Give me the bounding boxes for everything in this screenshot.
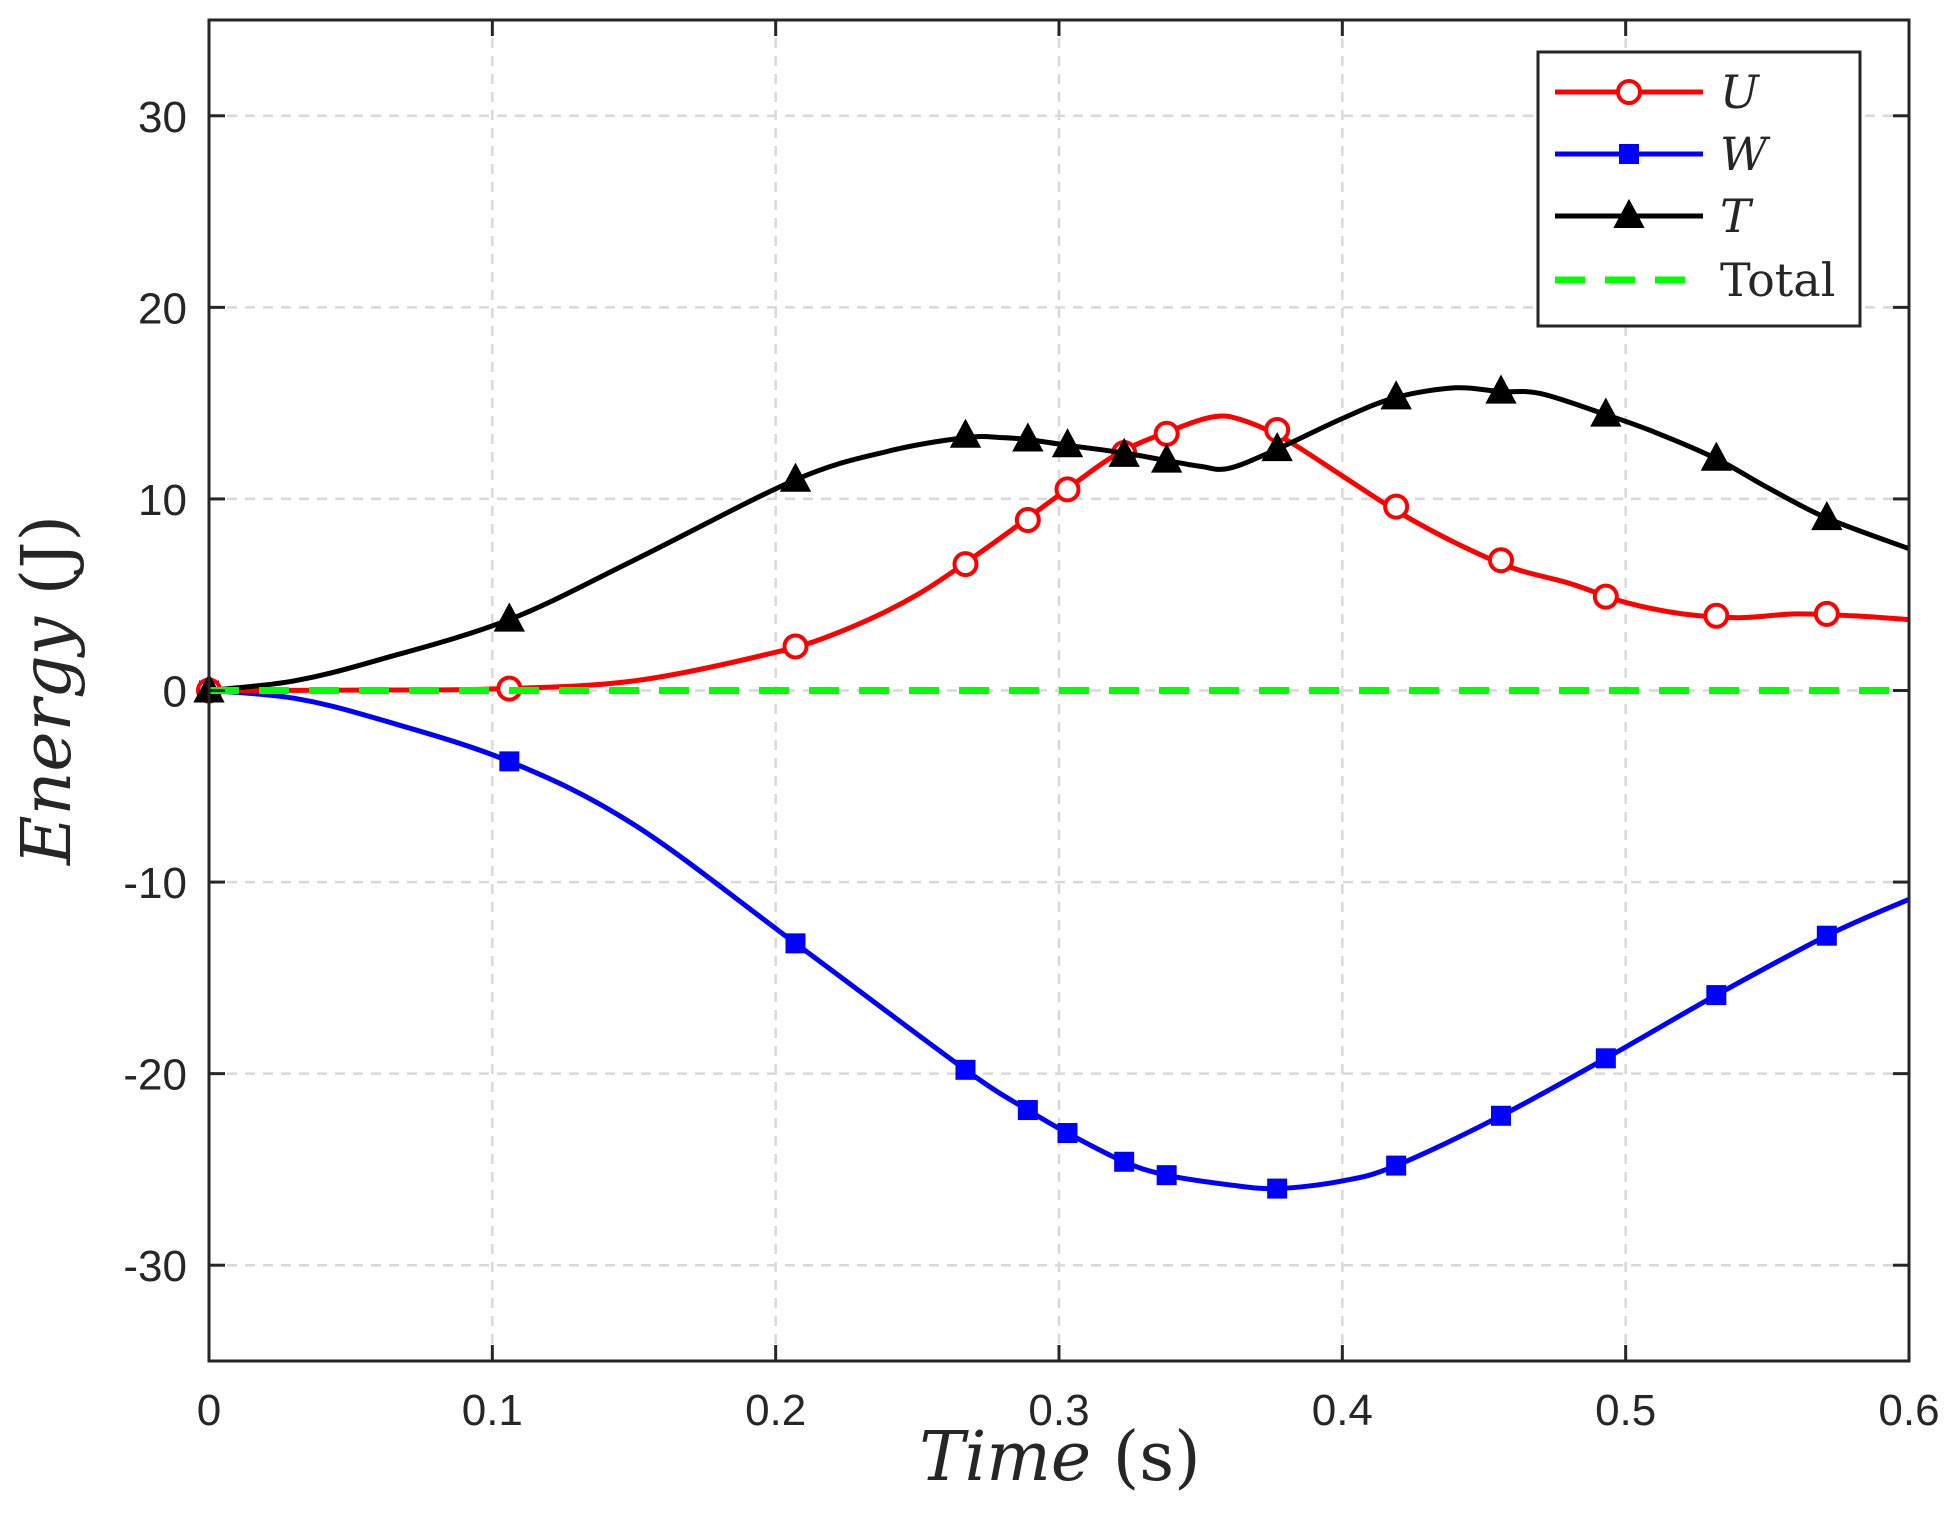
- x-tick-label: 0.2: [745, 1386, 806, 1435]
- x-axis-variable: Time: [919, 1418, 1091, 1497]
- series-w-marker: [1114, 1151, 1135, 1172]
- series-t-marker: [779, 462, 812, 492]
- x-tick-label: 0.6: [1878, 1386, 1939, 1435]
- legend-item-u: U: [1555, 65, 1761, 119]
- series-u-marker: [782, 633, 809, 660]
- series-t-marker: [1811, 500, 1843, 531]
- series-u-line: [208, 413, 1910, 693]
- y-tick-label: -30: [123, 1242, 187, 1291]
- legend-marker-u: [1616, 79, 1642, 105]
- series-t-marker: [1590, 397, 1622, 427]
- series-t-marker: [949, 418, 982, 448]
- series-u-marker: [1703, 602, 1730, 629]
- series-t: [193, 374, 1910, 703]
- ticks: [207, 20, 1911, 1361]
- series-u-marker: [1488, 547, 1514, 574]
- y-axis-label: Energy (J): [8, 515, 87, 867]
- legend-marker-w: [1619, 144, 1639, 164]
- series-w-marker: [1017, 1100, 1038, 1121]
- series-u-marker: [1153, 420, 1180, 447]
- y-tick-label: 0: [163, 668, 187, 717]
- series-w-marker: [1595, 1048, 1616, 1069]
- x-tick-label: 0.1: [462, 1386, 523, 1435]
- legend-item-total: Total: [1555, 253, 1835, 307]
- x-tick-label: 0.4: [1312, 1386, 1373, 1435]
- x-tick-label: 0: [197, 1386, 221, 1435]
- series-w-marker: [1706, 985, 1727, 1006]
- series-group: [193, 374, 1911, 1199]
- series-u-marker: [952, 551, 979, 578]
- series-t-marker: [1700, 441, 1733, 471]
- series-w-marker: [785, 933, 806, 954]
- y-tick-label: 10: [138, 476, 187, 525]
- series-w-marker: [955, 1059, 976, 1080]
- legend-marker-t: [1613, 198, 1645, 228]
- legend-label-t: T: [1720, 189, 1754, 243]
- series-u-marker: [1592, 583, 1619, 610]
- series-t-marker: [1012, 422, 1044, 452]
- series-w-marker: [1386, 1155, 1407, 1176]
- y-axis-variable: Energy: [8, 615, 87, 867]
- y-tick-label: -10: [123, 859, 187, 908]
- series-w-marker: [1057, 1123, 1078, 1144]
- x-tick-label: 0.5: [1595, 1386, 1656, 1435]
- y-axis-unit: (J): [8, 515, 87, 595]
- x-tick-label: 0.3: [1028, 1386, 1089, 1435]
- series-t-marker: [1380, 380, 1412, 410]
- series-u-marker: [1014, 507, 1041, 534]
- series-t-marker: [493, 602, 526, 632]
- series-w: [199, 680, 1911, 1199]
- series-u-marker: [1813, 600, 1840, 627]
- series-u-marker: [1383, 493, 1410, 520]
- tick-labels: 0 0.1 0.2 0.3 0.4 0.5 0.6 -30 -20 -10 0 10 20 30: [123, 93, 1939, 1435]
- series-t-marker: [1150, 443, 1183, 473]
- series-w-marker: [499, 751, 520, 772]
- legend-label-w: W: [1720, 127, 1771, 181]
- x-axis-label: Time (s): [919, 1418, 1200, 1497]
- y-tick-label: 30: [138, 93, 187, 142]
- series-t-marker: [1051, 428, 1084, 458]
- series-w-marker: [1816, 925, 1837, 946]
- legend-item-w: W: [1555, 127, 1771, 181]
- series-w-marker: [1267, 1178, 1288, 1199]
- series-w-marker: [1156, 1165, 1177, 1186]
- x-axis-unit: (s): [1113, 1418, 1201, 1497]
- series-t-marker: [1485, 374, 1517, 404]
- series-w-marker: [1491, 1105, 1511, 1126]
- y-tick-label: -20: [123, 1051, 187, 1100]
- series-t-marker: [1261, 432, 1293, 462]
- series-t-marker: [1108, 437, 1140, 467]
- legend: UWT Total: [1536, 50, 1862, 328]
- legend-label-u: U: [1720, 65, 1761, 119]
- series-u-marker: [1054, 476, 1081, 503]
- legend-box: [1536, 50, 1862, 328]
- legend-label-total: Total: [1720, 253, 1835, 307]
- y-tick-label: 20: [138, 284, 187, 333]
- legend-item-t: T: [1555, 189, 1754, 243]
